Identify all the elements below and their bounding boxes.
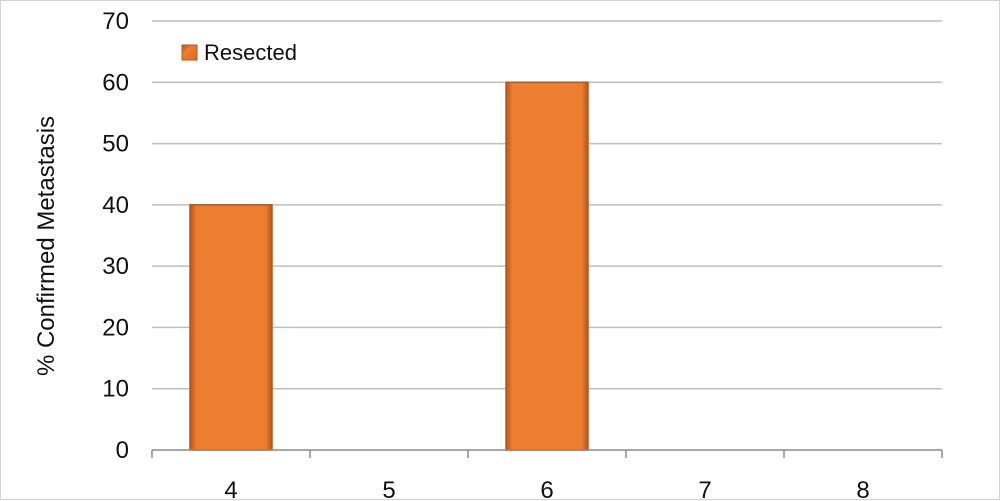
- legend: Resected: [181, 40, 297, 65]
- bar-4: [189, 204, 273, 451]
- axes: [151, 449, 943, 458]
- y-axis-title: % Confirmed Metastasis: [33, 116, 60, 376]
- y-tick-label-60: 60: [102, 69, 129, 96]
- y-tick-label-20: 20: [102, 314, 129, 341]
- legend-label-resected: Resected: [204, 40, 297, 65]
- y-tick-label-30: 30: [102, 253, 129, 280]
- x-tick-label-7: 7: [698, 477, 711, 501]
- x-tick-label-4: 4: [224, 477, 237, 501]
- y-tick-label-70: 70: [102, 8, 129, 35]
- x-tick-label-8: 8: [856, 477, 869, 501]
- y-tick-label-40: 40: [102, 192, 129, 219]
- y-tick-label-0: 0: [116, 437, 129, 464]
- y-tick-label-50: 50: [102, 131, 129, 158]
- legend-swatch-resected: [181, 44, 198, 61]
- bar-6: [505, 81, 589, 451]
- x-tick-label-5: 5: [382, 477, 395, 501]
- tick-labels: 0 10 20 30 40 50 60 70 4 5 6 7 8: [102, 8, 869, 501]
- x-tick-label-6: 6: [540, 477, 553, 501]
- y-tick-label-10: 10: [102, 376, 129, 403]
